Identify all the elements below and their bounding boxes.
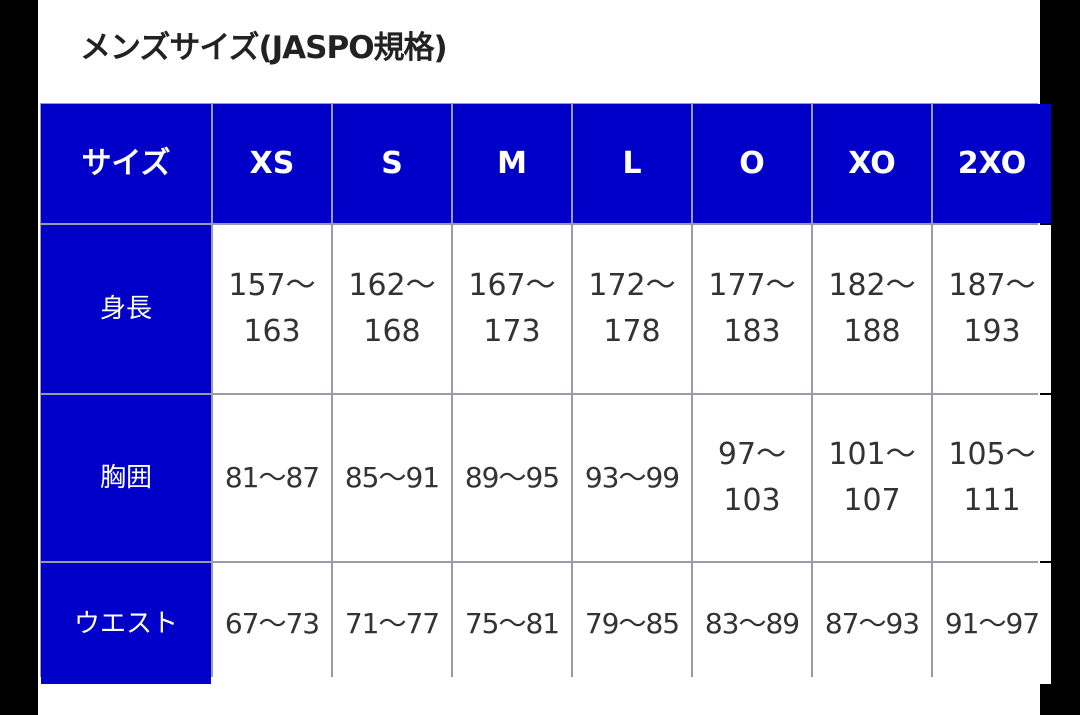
row-header: ウエスト bbox=[41, 563, 211, 684]
size-table: サイズ XS S M L O XO 2XO 身長 157〜 163 162〜 168 167〜 173 172… bbox=[40, 103, 1051, 684]
table-cell: 71〜77 bbox=[333, 563, 451, 684]
cell-line: 193 bbox=[963, 314, 1021, 349]
cell-line: 79〜85 bbox=[584, 606, 680, 640]
table-cell: 83〜89 bbox=[693, 563, 811, 684]
header-size-xo: XO bbox=[813, 104, 931, 223]
table-cell: 182〜 188 bbox=[813, 225, 931, 393]
table-cell: 85〜91 bbox=[333, 395, 451, 561]
header-size-xs: XS bbox=[213, 104, 331, 223]
cell-text: サイズ bbox=[81, 145, 171, 181]
cell-line: 71〜77 bbox=[344, 606, 440, 640]
table-cell: 162〜 168 bbox=[333, 225, 451, 393]
row-header: 身長 bbox=[41, 225, 211, 393]
cell-line: 103 bbox=[723, 483, 781, 518]
cell-line: 172〜 bbox=[588, 268, 676, 303]
cell-line: 162〜 bbox=[348, 268, 436, 303]
table-cell: 177〜 183 bbox=[693, 225, 811, 393]
table-cell: 93〜99 bbox=[573, 395, 691, 561]
cell-line: 187〜 bbox=[948, 268, 1036, 303]
cell-text: XS bbox=[249, 145, 295, 181]
cell-line: 183 bbox=[723, 314, 781, 349]
table-cell: 91〜97 bbox=[933, 563, 1051, 684]
cell-text: O bbox=[739, 145, 765, 181]
header-corner: サイズ bbox=[41, 104, 211, 223]
cell-text: 2XO bbox=[957, 145, 1027, 181]
cell-line: 178 bbox=[603, 314, 661, 349]
cell-line: 157〜 bbox=[228, 268, 316, 303]
table-cell: 105〜 111 bbox=[933, 395, 1051, 561]
header-size-m: M bbox=[453, 104, 571, 223]
table-cell: 87〜93 bbox=[813, 563, 931, 684]
table-cell: 157〜 163 bbox=[213, 225, 331, 393]
cell-line: 168 bbox=[363, 314, 421, 349]
table-cell: 81〜87 bbox=[213, 395, 331, 561]
page: メンズサイズ(JASPO規格) サイズ XS S M L O XO 2XO 身長 157〜 163 1… bbox=[38, 0, 1051, 715]
table-cell: 67〜73 bbox=[213, 563, 331, 684]
cell-line: 182〜 bbox=[828, 268, 916, 303]
cell-line: 75〜81 bbox=[464, 606, 560, 640]
cell-text: 胸囲 bbox=[99, 463, 152, 493]
table-cell: 187〜 193 bbox=[933, 225, 1051, 393]
cell-text: ウエスト bbox=[73, 608, 178, 639]
header-size-2xo: 2XO bbox=[933, 104, 1051, 223]
header-size-s: S bbox=[333, 104, 451, 223]
cell-line: 188 bbox=[843, 314, 901, 349]
cell-text: M bbox=[497, 145, 527, 181]
cell-line: 83〜89 bbox=[704, 606, 800, 640]
cell-text: XO bbox=[848, 145, 896, 181]
table-cell: 167〜 173 bbox=[453, 225, 571, 393]
cell-line: 163 bbox=[243, 314, 301, 349]
table-cell: 75〜81 bbox=[453, 563, 571, 684]
page-title: メンズサイズ(JASPO規格) bbox=[80, 30, 448, 66]
table-cell: 79〜85 bbox=[573, 563, 691, 684]
table-cell: 97〜 103 bbox=[693, 395, 811, 561]
cell-line: 91〜97 bbox=[944, 606, 1040, 640]
cell-text: S bbox=[381, 145, 403, 181]
cell-text: L bbox=[622, 145, 642, 181]
cell-line: 111 bbox=[963, 483, 1021, 518]
cell-line: 105〜 bbox=[948, 437, 1036, 472]
cell-line: 167〜 bbox=[468, 268, 556, 303]
cell-line: 85〜91 bbox=[344, 461, 440, 494]
cell-line: 173 bbox=[483, 314, 541, 349]
cell-line: 81〜87 bbox=[224, 461, 320, 494]
cell-line: 97〜 bbox=[717, 437, 787, 472]
cell-line: 89〜95 bbox=[464, 461, 560, 494]
cell-line: 87〜93 bbox=[824, 606, 920, 640]
cell-line: 101〜 bbox=[828, 437, 916, 472]
table-cell: 89〜95 bbox=[453, 395, 571, 561]
cell-line: 107 bbox=[843, 483, 901, 518]
row-header: 胸囲 bbox=[41, 395, 211, 561]
table-cell: 172〜 178 bbox=[573, 225, 691, 393]
cell-line: 93〜99 bbox=[584, 461, 680, 494]
cell-line: 67〜73 bbox=[224, 606, 320, 640]
cell-line: 177〜 bbox=[708, 268, 796, 303]
header-size-l: L bbox=[573, 104, 691, 223]
cell-text: 身長 bbox=[99, 294, 152, 324]
header-size-o: O bbox=[693, 104, 811, 223]
table-cell: 101〜 107 bbox=[813, 395, 931, 561]
